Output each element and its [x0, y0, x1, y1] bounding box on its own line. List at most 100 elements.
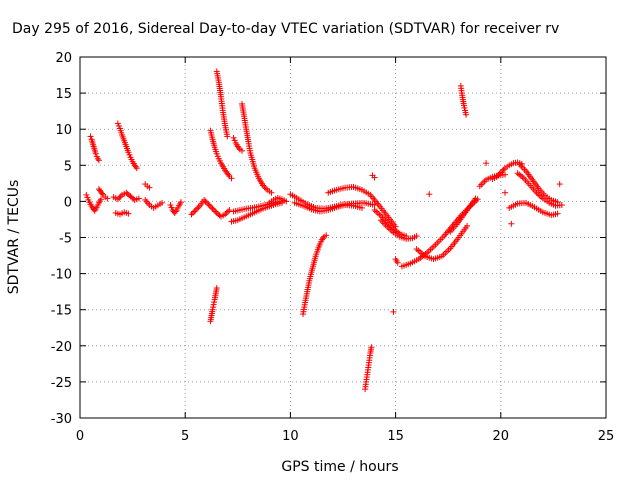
data-point	[223, 209, 230, 216]
data-point	[210, 301, 217, 308]
data-point	[502, 171, 509, 178]
data-point	[135, 195, 142, 202]
data-point	[496, 170, 503, 177]
data-point	[213, 285, 220, 292]
y-tick-label: -10	[51, 268, 72, 283]
data-point	[413, 233, 420, 240]
data-point	[268, 189, 275, 196]
y-tick-label: 15	[55, 87, 72, 102]
axis-ticks: 0 5 10 15 20 25 20 15 10 5 0 -5 -10 -15 -20 -25 -30	[51, 51, 615, 444]
data-point	[460, 102, 467, 109]
data-point	[261, 183, 268, 190]
data-point	[214, 153, 221, 160]
data-point	[320, 235, 327, 242]
data-point	[497, 169, 504, 176]
data-point	[502, 189, 509, 196]
data-point	[201, 196, 208, 203]
data-point	[556, 181, 563, 188]
data-point	[205, 201, 212, 208]
x-tick-label: 20	[493, 429, 510, 444]
data-point	[260, 182, 267, 189]
data-point	[206, 202, 213, 209]
y-tick-label: 20	[55, 51, 72, 66]
data-point	[235, 144, 242, 151]
data-point	[368, 344, 375, 351]
data-point	[208, 204, 215, 211]
data-point	[202, 198, 209, 205]
data-point	[483, 160, 490, 167]
data-point	[209, 306, 216, 313]
data-point	[226, 207, 233, 214]
data-point	[84, 194, 91, 201]
y-tick-label: 0	[64, 195, 72, 210]
x-axis-label: GPS time / hours	[281, 459, 398, 475]
data-point	[117, 193, 124, 200]
y-axis-label: SDTVAR / TECUs	[6, 180, 22, 295]
data-point	[463, 111, 470, 118]
y-tick-label: -20	[51, 340, 72, 355]
data-point	[115, 122, 122, 129]
y-tick-label: -30	[51, 412, 72, 427]
data-point	[262, 185, 269, 192]
data-point	[132, 163, 139, 170]
data-point	[558, 202, 565, 209]
data-point	[283, 198, 290, 205]
data-point	[114, 196, 121, 203]
data-point	[508, 220, 515, 227]
data-point	[390, 308, 397, 315]
data-point	[464, 222, 471, 229]
data-point	[177, 199, 184, 206]
x-tick-label: 0	[76, 429, 84, 444]
data-point	[104, 195, 111, 202]
data-point	[222, 211, 229, 218]
data-point	[209, 205, 216, 212]
data-point	[394, 259, 401, 266]
data-point	[94, 155, 101, 162]
data-point	[493, 173, 500, 180]
grid	[80, 57, 606, 418]
data-point	[499, 168, 506, 175]
y-tick-label: 5	[64, 159, 72, 174]
x-tick-label: 5	[181, 429, 189, 444]
y-tick-label: 10	[55, 123, 72, 138]
data-point	[172, 208, 179, 215]
data-point	[472, 195, 479, 202]
data-point	[87, 133, 94, 140]
data-point	[98, 196, 105, 203]
data-point	[371, 174, 378, 181]
data-point	[374, 209, 381, 216]
data-point	[133, 165, 140, 172]
y-tick-label: -15	[51, 304, 72, 319]
data-point	[371, 207, 378, 214]
data-point	[225, 171, 232, 178]
data-point	[92, 150, 99, 157]
data-point	[224, 208, 231, 215]
data-point	[146, 184, 153, 191]
data-point	[211, 299, 218, 306]
data-point	[99, 190, 106, 197]
data-point	[323, 232, 330, 239]
data-point	[191, 208, 198, 215]
data-point	[126, 151, 133, 158]
data-point	[210, 207, 217, 214]
data-point	[358, 204, 365, 211]
x-tick-label: 25	[598, 429, 615, 444]
data-point	[228, 175, 235, 182]
y-tick-label: -25	[51, 376, 72, 391]
data-point	[212, 208, 219, 215]
chart-title: Day 295 of 2016, Sidereal Day-to-day VTE…	[12, 21, 559, 37]
data-point	[500, 166, 507, 173]
data-point	[203, 199, 210, 206]
data-points	[83, 68, 565, 393]
data-point	[189, 209, 196, 216]
data-point	[195, 204, 202, 211]
data-point	[213, 150, 220, 157]
data-point	[168, 204, 175, 211]
data-point	[224, 133, 231, 140]
data-point	[95, 157, 102, 164]
data-point	[239, 147, 246, 154]
y-tick-label: -5	[59, 232, 72, 247]
data-point	[83, 191, 90, 198]
data-point	[231, 137, 238, 144]
